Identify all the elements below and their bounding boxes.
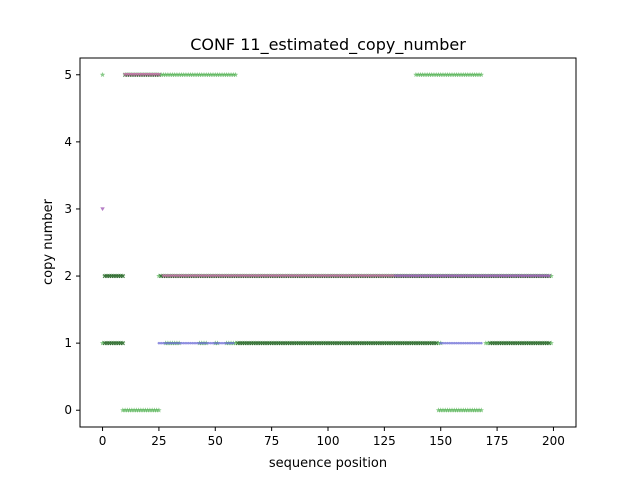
data-point xyxy=(446,341,449,345)
data-point xyxy=(200,341,204,345)
data-point xyxy=(477,341,481,345)
data-point xyxy=(164,341,167,345)
data-point xyxy=(434,341,439,346)
x-tick-label: 25 xyxy=(151,434,166,448)
data-point xyxy=(157,341,161,345)
data-point xyxy=(180,341,183,345)
data-point xyxy=(156,407,162,413)
data-point xyxy=(171,341,174,345)
data-point xyxy=(120,341,125,346)
x-tick-label: 125 xyxy=(373,434,396,448)
data-point xyxy=(204,341,208,345)
data-point xyxy=(457,341,461,345)
data-point xyxy=(218,341,222,345)
x-tick-label: 200 xyxy=(542,434,565,448)
data-point xyxy=(466,341,470,345)
data-point xyxy=(202,341,206,345)
data-point xyxy=(461,341,465,345)
data-point xyxy=(452,341,456,345)
data-point xyxy=(175,341,179,345)
data-point xyxy=(473,341,476,345)
data-point xyxy=(222,341,226,345)
x-tick-label: 75 xyxy=(264,434,279,448)
data-point xyxy=(468,341,472,345)
data-point xyxy=(448,341,452,345)
data-point xyxy=(478,71,484,78)
data-point xyxy=(443,341,447,345)
data-point xyxy=(207,341,210,345)
data-point xyxy=(156,73,162,77)
x-axis: 0 25 50 75 100 125 150 175 200 xyxy=(99,427,565,448)
y-axis: 0 1 2 3 4 5 xyxy=(64,68,80,417)
x-tick-label: 175 xyxy=(486,434,509,448)
data-point xyxy=(159,341,163,345)
data-point xyxy=(220,341,224,345)
data-point xyxy=(120,273,125,279)
data-point xyxy=(439,341,443,345)
data-point xyxy=(225,341,228,345)
x-tick-label: 50 xyxy=(208,434,223,448)
data-point xyxy=(232,71,239,78)
data-point xyxy=(184,341,188,345)
data-point xyxy=(455,341,458,345)
data-point xyxy=(162,341,165,345)
data-point xyxy=(227,341,231,345)
x-tick-label: 150 xyxy=(429,434,452,448)
data-point xyxy=(182,341,186,345)
data-point xyxy=(99,71,106,78)
data-point xyxy=(193,341,197,345)
y-tick-label: 3 xyxy=(64,202,72,216)
data-point xyxy=(450,341,454,345)
x-tick-label: 0 xyxy=(99,434,107,448)
y-tick-label: 2 xyxy=(64,269,72,283)
chart-title: CONF 11_estimated_copy_number xyxy=(190,35,466,55)
data-point xyxy=(211,341,215,345)
y-axis-label: copy number xyxy=(41,198,56,285)
data-point xyxy=(216,341,219,345)
x-axis-label: sequence position xyxy=(269,456,387,471)
data-point xyxy=(195,341,199,345)
data-point xyxy=(189,341,192,345)
data-point xyxy=(168,341,172,345)
data-point xyxy=(546,274,552,279)
data-point xyxy=(470,341,474,345)
y-tick-label: 1 xyxy=(64,336,72,350)
y-tick-label: 4 xyxy=(64,135,72,149)
data-point xyxy=(213,341,217,345)
data-point xyxy=(441,341,445,345)
data-point xyxy=(232,341,235,345)
data-point xyxy=(191,341,195,345)
data-point xyxy=(166,341,170,345)
data-point xyxy=(459,341,463,345)
data-points xyxy=(99,71,554,413)
x-tick-label: 100 xyxy=(317,434,340,448)
y-tick-label: 5 xyxy=(64,68,72,82)
data-point xyxy=(186,341,190,345)
y-tick-label: 0 xyxy=(64,403,72,417)
data-point xyxy=(475,341,479,345)
data-point xyxy=(464,341,467,345)
data-point xyxy=(480,341,483,345)
data-point xyxy=(173,341,176,345)
data-point xyxy=(198,341,201,345)
data-point xyxy=(100,207,105,211)
data-point xyxy=(177,341,181,345)
data-point xyxy=(209,341,213,345)
data-point xyxy=(478,407,484,413)
data-point xyxy=(546,341,552,346)
data-point xyxy=(229,341,233,345)
